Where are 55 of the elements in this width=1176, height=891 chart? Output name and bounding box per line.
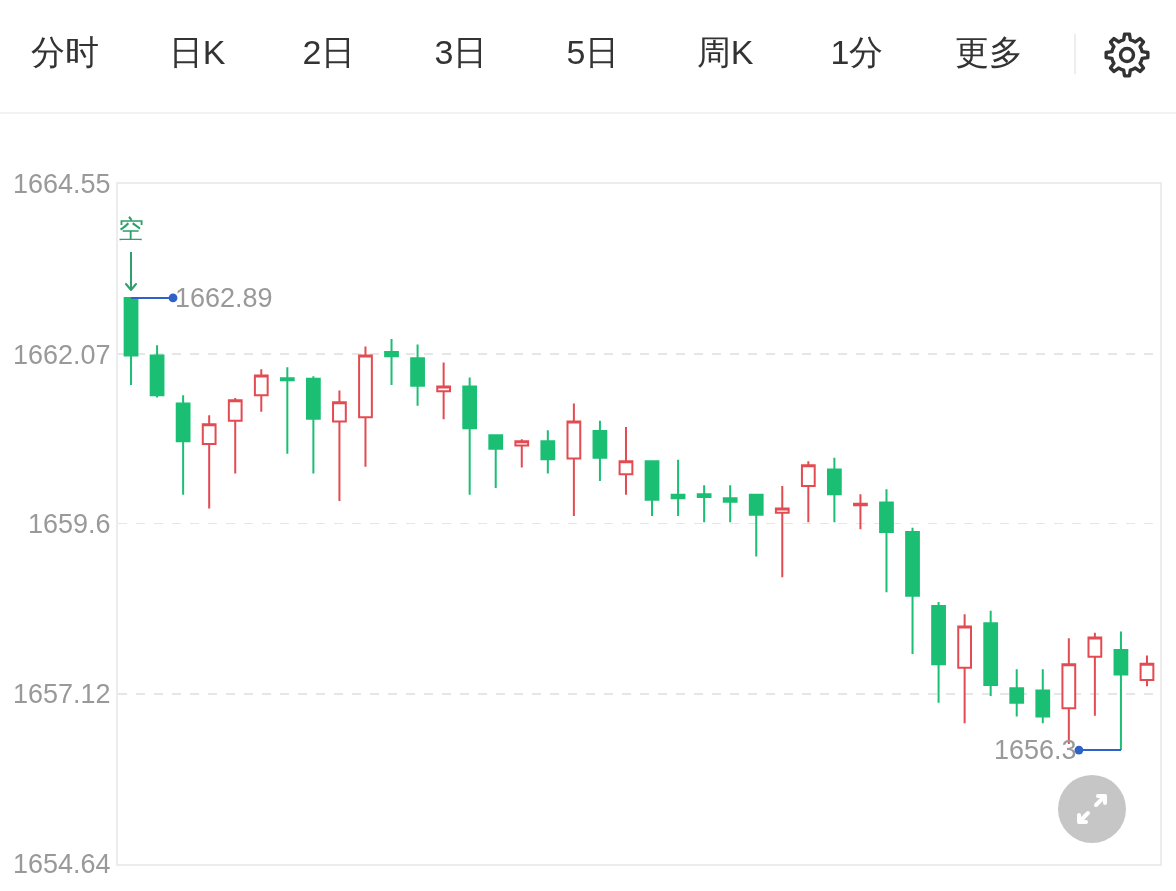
candlestick	[149, 344, 165, 399]
text: 5日	[566, 32, 620, 73]
candlestick	[722, 484, 738, 524]
candlestick	[879, 488, 894, 594]
candlestick	[1087, 631, 1103, 717]
candlestick	[253, 368, 269, 413]
candlestick	[1009, 668, 1025, 718]
candlestick	[462, 376, 478, 496]
candlestick	[305, 375, 321, 475]
candlestick	[618, 425, 634, 496]
annotation: 空	[118, 214, 144, 244]
candlestick	[748, 493, 764, 558]
candlestick	[123, 296, 139, 387]
candlestick	[826, 456, 842, 524]
text: 分时	[31, 32, 99, 73]
candlestick	[853, 493, 868, 531]
candlestick	[514, 438, 530, 469]
text: 2日	[302, 32, 356, 73]
candlestick	[1113, 630, 1129, 752]
candlestick	[358, 345, 373, 468]
candlestick	[201, 414, 217, 510]
candlestick	[774, 484, 790, 579]
candlestick	[670, 458, 686, 518]
candlestick	[540, 429, 556, 475]
candlestick	[227, 397, 243, 475]
candlestick	[983, 609, 999, 697]
candlestick	[1035, 668, 1051, 725]
text: 3日	[434, 32, 488, 73]
candlestick	[644, 459, 660, 518]
candlestick	[410, 343, 425, 407]
y-tick-label: 1654.64	[12, 849, 111, 880]
annotation: 1656.3	[994, 735, 1077, 765]
candlestick	[332, 389, 347, 503]
y-tick-label: 1659.6	[28, 509, 111, 540]
candlestick	[279, 366, 295, 455]
text: 1分	[830, 32, 884, 73]
y-tick-label: 1664.55	[12, 169, 111, 200]
y-tick-label: 1657.12	[12, 679, 111, 710]
candlestick	[592, 419, 608, 483]
candlestick	[436, 361, 452, 421]
candlestick	[931, 600, 946, 704]
candlestick	[175, 394, 191, 496]
y-tick-label: 1662.07	[12, 339, 111, 370]
text: 日K	[168, 32, 226, 73]
text: 更多	[955, 32, 1023, 73]
candlestick	[957, 613, 973, 725]
candlestick	[384, 338, 399, 387]
text: 周K	[696, 32, 754, 73]
annotation: 1662.89	[175, 283, 273, 313]
candlestick	[1139, 654, 1155, 688]
candlestick	[488, 433, 504, 489]
candlestick	[696, 484, 712, 524]
candlestick	[800, 460, 816, 524]
candlestick	[905, 526, 920, 656]
candlestick	[566, 402, 582, 518]
